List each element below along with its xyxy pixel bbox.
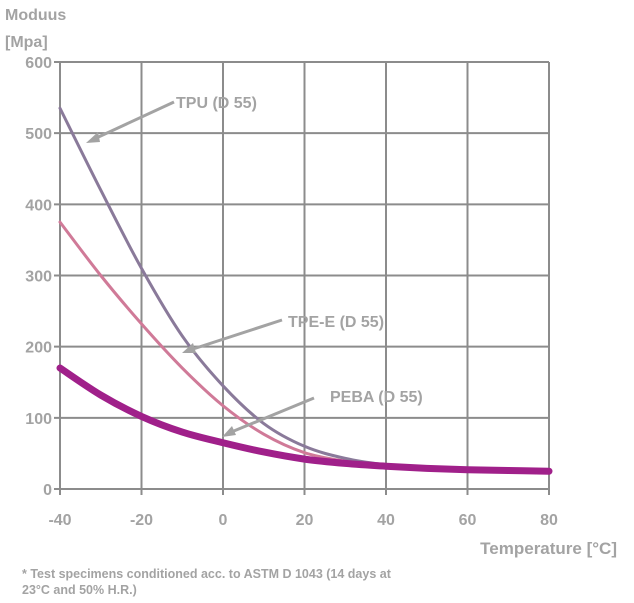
arrowhead-icon — [86, 132, 100, 143]
y-tick-label: 200 — [25, 340, 52, 357]
annotation-arrow-tpu — [91, 100, 175, 142]
x-tick-label: -40 — [48, 512, 71, 529]
tick-labels: -40 -20 0 20 40 60 80 0 100 200 300 400 500 600 — [25, 55, 558, 529]
annotation-peba: PEBA (D 55) — [222, 389, 423, 437]
x-tick-label: 0 — [219, 512, 228, 529]
y-tick-label: 0 — [43, 482, 52, 499]
footnote: * Test specimens conditioned acc. to AST… — [22, 567, 391, 597]
x-tick-label: 20 — [296, 512, 314, 529]
y-tick-label: 600 — [25, 55, 52, 72]
x-tick-label: -20 — [130, 512, 153, 529]
x-axis-label: Temperature [°C] — [480, 539, 617, 558]
annotation-label-tpu: TPU (D 55) — [176, 95, 257, 112]
x-tick-label: 40 — [377, 512, 395, 529]
grid — [54, 61, 550, 495]
series-group — [56, 106, 553, 475]
y-tick-label: 400 — [25, 197, 52, 214]
y-tick-label: 100 — [25, 411, 52, 428]
y-tick-label: 500 — [25, 126, 52, 143]
arrowhead-icon — [182, 343, 196, 353]
annotation-arrow-tpe-e — [189, 318, 283, 352]
annotation-label-peba: PEBA (D 55) — [330, 389, 423, 406]
x-tick-label: 80 — [540, 512, 558, 529]
x-tick-label: 60 — [459, 512, 477, 529]
arrowhead-icon — [222, 426, 236, 437]
y-axis-label-line2: [Mpa] — [5, 34, 48, 51]
annotation-label-tpe-e: TPE-E (D 55) — [288, 314, 384, 331]
y-axis-label-line1: Moduus — [5, 7, 66, 24]
y-tick-label: 300 — [25, 269, 52, 286]
series-line-peba — [56, 364, 553, 475]
annotation-tpu: TPU (D 55) — [86, 95, 257, 143]
annotation-tpe-e: TPE-E (D 55) — [182, 314, 384, 353]
annotation-arrow-peba — [228, 396, 315, 435]
